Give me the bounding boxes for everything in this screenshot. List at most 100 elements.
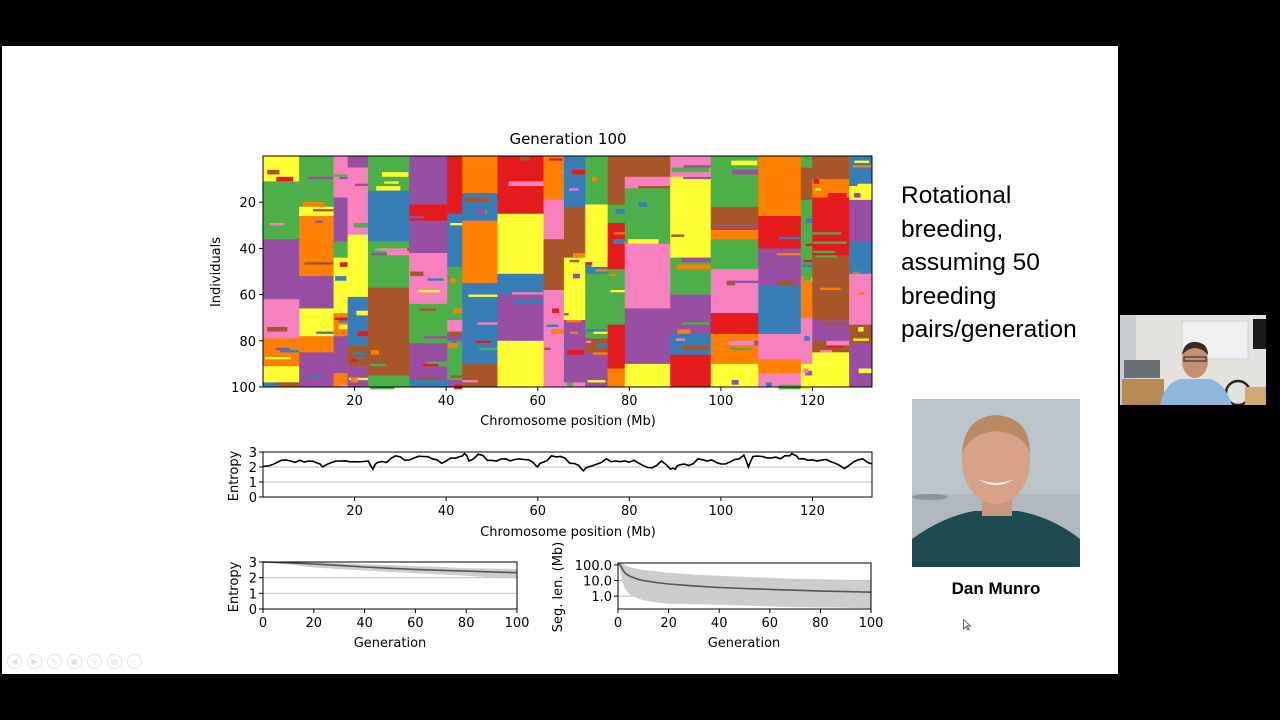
- heatmap-stripe: [266, 287, 277, 290]
- heatmap-block: [497, 340, 544, 388]
- y-tick-label: 0: [249, 603, 257, 618]
- heatmap-stripe: [681, 257, 711, 263]
- heatmap-stripe: [585, 262, 593, 265]
- heatmap-x-ticks: 20 40 60 80 100 120: [346, 387, 825, 409]
- heatmap-stripe: [451, 340, 457, 344]
- heatmap-stripe: [353, 222, 368, 228]
- heatmap-stripe: [566, 382, 573, 387]
- portrait-image: [912, 399, 1080, 567]
- heatmap-stripe: [357, 165, 363, 168]
- heatmap-block: [710, 269, 759, 314]
- heatmap-y-tick-label: 80: [239, 335, 256, 350]
- heatmap-stripe: [812, 232, 842, 235]
- heatmap-block: [447, 340, 463, 381]
- heatmap-stripe: [802, 264, 813, 267]
- heatmap-stripe: [778, 236, 801, 240]
- heatmap-stripe: [422, 363, 439, 367]
- heatmap-stripe: [682, 322, 710, 325]
- heatmap-stripe: [813, 179, 820, 184]
- heatmap-block: [800, 167, 813, 201]
- entropy-x-ticks: 20 40 60 80 100 120: [346, 497, 825, 519]
- y-tick-label: 10.0: [583, 575, 612, 590]
- heatmap-stripe: [427, 278, 444, 281]
- heatmap-stripe: [508, 181, 544, 187]
- heatmap-block: [333, 197, 348, 242]
- heatmap-x-tick-label: 60: [529, 394, 546, 409]
- heatmap-stripe: [269, 222, 285, 226]
- heatmap-stripe: [418, 377, 438, 381]
- heatmap-stripe: [593, 331, 608, 334]
- entropy-xlabel: Chromosome position (Mb): [480, 525, 656, 540]
- heatmap-stripe: [334, 317, 348, 321]
- more-icon[interactable]: ⋯: [127, 654, 142, 669]
- segment-length-x-ticks: 0 20 40 60 80 100: [614, 609, 883, 631]
- heatmap-y-ticks: 20 40 60 80 100: [231, 196, 263, 396]
- heatmap-stripe: [569, 188, 579, 191]
- heatmap-block: [563, 206, 586, 258]
- heatmap-stripe: [339, 176, 348, 180]
- heatmap-block: [800, 317, 813, 365]
- heatmap-xlabel: Chromosome position (Mb): [480, 414, 656, 429]
- x-tick-label: 100: [708, 504, 733, 519]
- heatmap-stripe: [469, 354, 490, 357]
- heatmap-x-tick-label: 80: [621, 394, 638, 409]
- webcam-video-thumbnail[interactable]: [1120, 315, 1266, 405]
- heatmap-stripe: [448, 343, 458, 348]
- slideshow-controls: ◀ ▶ ✎ ▣ ⚲ ▤ ⋯: [7, 654, 142, 669]
- heatmap-stripe: [339, 262, 348, 267]
- heatmap-stripe: [450, 222, 463, 226]
- zoom-icon[interactable]: ⚲: [87, 654, 102, 669]
- heatmap-stripe: [419, 308, 437, 311]
- heatmap-stripe: [586, 329, 608, 332]
- heatmap-block: [347, 345, 369, 367]
- heatmap-stripe: [450, 375, 463, 378]
- heatmap-block: [409, 264, 448, 305]
- heatmap-block: [333, 257, 348, 314]
- slides-icon[interactable]: ▣: [67, 654, 82, 669]
- previous-icon[interactable]: ◀: [7, 654, 22, 669]
- heatmap-stripe: [513, 299, 544, 304]
- heatmap-stripe: [803, 259, 813, 263]
- heatmap-block: [812, 197, 850, 256]
- y-tick-label: 100.0: [575, 559, 612, 574]
- next-icon[interactable]: ▶: [27, 654, 42, 669]
- heatmap-stripe: [571, 169, 586, 175]
- heatmap-block: [333, 241, 348, 258]
- subtitles-icon[interactable]: ▤: [107, 654, 122, 669]
- heatmap-stripe: [371, 192, 410, 196]
- heatmap-block: [447, 156, 463, 215]
- heatmap-y-tick-label: 100: [231, 381, 256, 396]
- heatmap-block: [849, 199, 873, 242]
- heatmap-stripe: [612, 239, 625, 244]
- heatmap-frame: [262, 155, 873, 388]
- entropy-line: [262, 452, 873, 472]
- heatmap-block: [670, 333, 712, 355]
- heatmap-block: [670, 294, 712, 335]
- segment-length-ylabel: Seg. len. (Mb): [551, 542, 566, 633]
- heatmap-stripe: [732, 169, 759, 175]
- heatmap-stripe: [313, 209, 334, 212]
- heatmap-block: [849, 273, 873, 293]
- heatmap-block: [367, 343, 410, 376]
- heatmap-block: [263, 338, 300, 367]
- x-tick-label: 0: [259, 616, 267, 631]
- heatmap-block: [263, 366, 300, 383]
- heatmap-block: [299, 206, 334, 217]
- heatmap-stripe: [277, 382, 300, 387]
- heatmap-stripe: [731, 160, 758, 166]
- heatmap-y-tick-label: 40: [239, 242, 256, 257]
- heatmap-stripe: [382, 299, 390, 302]
- heatmap-stripe: [276, 176, 294, 182]
- mouse-cursor-icon: [963, 619, 971, 631]
- heatmap-block: [585, 262, 608, 275]
- pen-icon[interactable]: ✎: [47, 654, 62, 669]
- x-tick-label: 0: [614, 616, 622, 631]
- heatmap-block: [849, 156, 873, 187]
- heatmap-block: [409, 204, 448, 221]
- heatmap-block: [800, 156, 813, 168]
- heatmap-block: [585, 204, 608, 263]
- heatmap-stripe: [852, 165, 872, 168]
- heatmap-stripe: [804, 336, 810, 341]
- y-tick-label: 1: [249, 587, 257, 602]
